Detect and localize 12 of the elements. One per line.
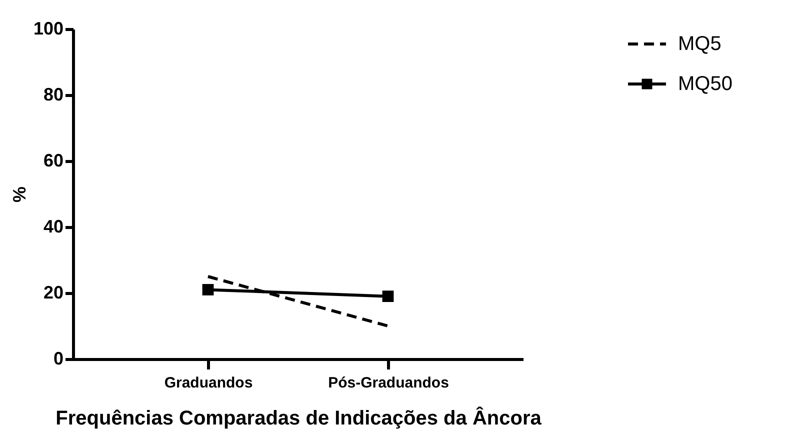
y-tick-label: 80 — [43, 84, 64, 104]
y-tick-label: 40 — [43, 216, 64, 236]
y-axis-title: % — [9, 186, 30, 203]
legend-label: MQ5 — [678, 33, 722, 55]
y-tick-label: 0 — [53, 348, 64, 368]
x-tick-label: Graduandos — [164, 374, 253, 392]
x-tick-label: Pós-Graduandos — [328, 374, 449, 392]
y-tick-label: 100 — [33, 18, 64, 38]
legend-label: MQ50 — [678, 73, 732, 95]
x-axis-title: Frequências Comparadas de Indicações da Âncora — [56, 406, 542, 430]
y-tick-label: 60 — [43, 150, 64, 170]
y-tick-label: 20 — [43, 282, 64, 302]
